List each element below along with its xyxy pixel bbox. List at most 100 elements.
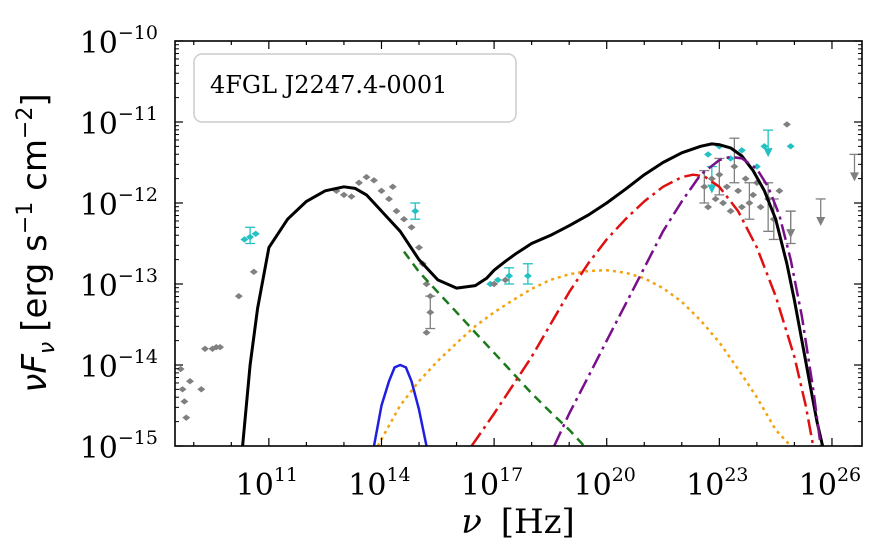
plot-content: [176, 121, 860, 446]
x-axis-title: ν [Hz]: [461, 502, 575, 542]
x-tick-label: 1026: [799, 464, 861, 503]
series-ec-disk: [470, 173, 815, 446]
data-point: [362, 173, 371, 181]
series-disk: [372, 363, 428, 446]
x-axis-unit: [Hz]: [501, 502, 575, 542]
data-point: [752, 179, 761, 186]
x-tick-exp: 23: [724, 464, 748, 486]
x-tick-label: 1023: [686, 464, 748, 503]
y-axis-title: νFν [erg s−1 cm−2]: [13, 93, 60, 392]
data-point: [388, 183, 397, 190]
data-point: [749, 191, 758, 199]
y-tick-label: 10−15: [80, 427, 158, 466]
data-point: [411, 207, 420, 215]
data-point: [400, 216, 408, 223]
y-tick-exp: −14: [118, 346, 158, 368]
series-total: [241, 142, 825, 446]
data-point: [726, 207, 735, 215]
data-point: [234, 292, 243, 300]
x-tick-base: 10: [686, 468, 724, 503]
data-point: [722, 183, 731, 190]
series-synchrotron: [402, 250, 586, 446]
y-tick-base: 10: [80, 26, 118, 61]
data-point: [760, 143, 769, 150]
data-point: [737, 147, 746, 154]
axis-ticks: [175, 40, 862, 447]
y-tick-label: 10−14: [80, 346, 158, 385]
y-tick-base: 10: [80, 350, 118, 385]
y-axis-unit-part3: ]: [15, 93, 55, 106]
data-point: [216, 343, 225, 351]
series-ssc: [376, 268, 792, 446]
x-tick-exp: 20: [612, 464, 636, 486]
data-point: [700, 183, 709, 190]
data-point: [178, 386, 187, 393]
x-tick-base: 10: [348, 468, 386, 503]
y-tick-label: 10−10: [80, 22, 158, 61]
y-tick-exp: −10: [118, 22, 158, 44]
upper-limit-arrow: [707, 184, 717, 194]
y-axis-unit-exp2: −2: [13, 107, 38, 139]
y-tick-label: 10−13: [80, 265, 158, 304]
y-tick-exp: −15: [118, 427, 158, 449]
x-tick-label: 1011: [236, 464, 298, 503]
data-point: [422, 329, 431, 336]
data-point: [407, 224, 416, 231]
y-tick-label: 10−12: [80, 184, 158, 223]
data-point: [240, 236, 249, 243]
upper-limit-arrow: [763, 148, 773, 158]
y-tick-label: 10−11: [80, 103, 158, 142]
data-point: [426, 309, 435, 316]
data-point: [180, 398, 189, 405]
y-axis-unit-part2: cm: [15, 139, 55, 202]
data-point: [415, 244, 424, 251]
legend-box: 4FGL J2247.4-0001: [193, 53, 517, 123]
plot-frame: [174, 40, 863, 447]
upper-limit-arrow: [786, 229, 796, 239]
data-point: [186, 378, 195, 385]
data-point: [392, 207, 401, 215]
data-point: [422, 280, 431, 288]
upper-limit-arrow: [816, 216, 826, 226]
data-point: [377, 187, 386, 195]
data-point: [523, 272, 532, 280]
data-point: [730, 163, 739, 170]
y-axis-subscript: ν: [35, 342, 60, 354]
series-ec-blr: [553, 155, 822, 446]
data-point: [715, 171, 724, 178]
y-axis-unit-exp1: −1: [13, 202, 38, 234]
x-tick-base: 10: [461, 468, 499, 503]
x-tick-label: 1014: [348, 464, 410, 503]
y-axis-symbol: νF: [15, 354, 55, 393]
data-point: [182, 414, 191, 421]
upper-limit-arrow: [849, 172, 859, 182]
data-point: [493, 276, 502, 284]
x-tick-base: 10: [236, 468, 274, 503]
legend-label: 4FGL J2247.4-0001: [210, 71, 447, 99]
data-point: [734, 187, 743, 195]
x-tick-base: 10: [799, 468, 837, 503]
x-tick-label: 1020: [574, 464, 636, 503]
x-tick-exp: 11: [274, 464, 298, 486]
x-tick-labels: 1011 1014 1017 1020 1023 1026: [236, 464, 861, 503]
y-tick-exp: −13: [118, 265, 158, 287]
data-point: [775, 187, 784, 195]
x-tick-exp: 14: [386, 464, 410, 486]
y-tick-exp: −12: [118, 184, 158, 206]
data-point: [201, 345, 210, 352]
data-point: [741, 175, 750, 182]
plot-area: [176, 121, 860, 446]
data-point: [347, 193, 356, 200]
y-tick-base: 10: [80, 188, 118, 223]
data-point: [737, 203, 746, 211]
data-point: [719, 199, 728, 207]
data-point: [426, 292, 435, 300]
data-point: [490, 280, 499, 288]
y-axis-unit-part1: [erg s: [15, 234, 55, 332]
data-point: [745, 199, 754, 207]
data-point: [384, 195, 393, 203]
data-point: [249, 268, 258, 276]
legend-frame: [193, 53, 517, 123]
data-point: [369, 177, 378, 184]
